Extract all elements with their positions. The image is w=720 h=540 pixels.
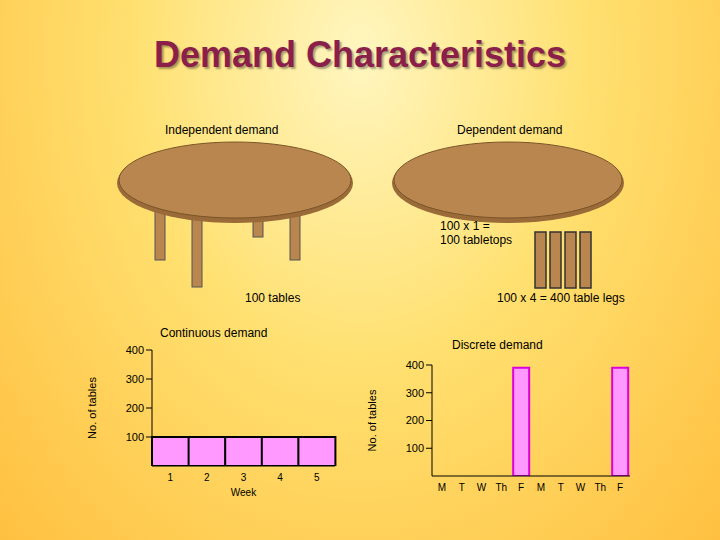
html-text:100 tabletops: 100 tabletops — [440, 233, 513, 247]
html-text:Discrete demand: Discrete demand — [452, 338, 543, 352]
svg-text:100: 100 — [406, 442, 424, 454]
svg-text:100: 100 — [126, 431, 144, 443]
svg-text:No. of tables: No. of tables — [366, 389, 378, 451]
html-text:100 x 1 =: 100 x 1 = — [440, 219, 490, 233]
svg-text:W: W — [576, 482, 586, 493]
svg-text:400: 400 — [126, 344, 144, 356]
html-text:100 x 4 = 400 table legs: 100 x 4 = 400 table legs — [497, 291, 625, 305]
svg-text:Week: Week — [231, 487, 257, 498]
svg-text:300: 300 — [406, 387, 424, 399]
svg-text:T: T — [459, 482, 465, 493]
html-text:Demand Characteristics: Demand Characteristics — [153, 34, 567, 75]
html-text:Independent demand: Independent demand — [165, 123, 279, 137]
html-text:Continuous demand: Continuous demand — [160, 326, 268, 340]
svg-text:W: W — [477, 482, 487, 493]
svg-text:300: 300 — [126, 373, 144, 385]
svg-text:200: 200 — [126, 402, 144, 414]
svg-text:200: 200 — [406, 414, 424, 426]
svg-text:400: 400 — [406, 359, 424, 371]
svg-text:No. of tables: No. of tables — [86, 377, 98, 439]
svg-text:M: M — [537, 482, 545, 493]
svg-text:F: F — [617, 482, 623, 493]
svg-text:1: 1 — [168, 472, 174, 483]
svg-text:Th: Th — [495, 482, 507, 493]
svg-text:Th: Th — [594, 482, 606, 493]
html-text:100 tables: 100 tables — [245, 291, 301, 305]
html-text:Dependent demand: Dependent demand — [457, 123, 563, 137]
svg-text:3: 3 — [241, 472, 247, 483]
svg-text:M: M — [438, 482, 446, 493]
svg-text:2: 2 — [204, 472, 210, 483]
svg-text:F: F — [518, 482, 524, 493]
svg-text:4: 4 — [277, 472, 283, 483]
svg-text:T: T — [558, 482, 564, 493]
svg-text:5: 5 — [314, 472, 320, 483]
